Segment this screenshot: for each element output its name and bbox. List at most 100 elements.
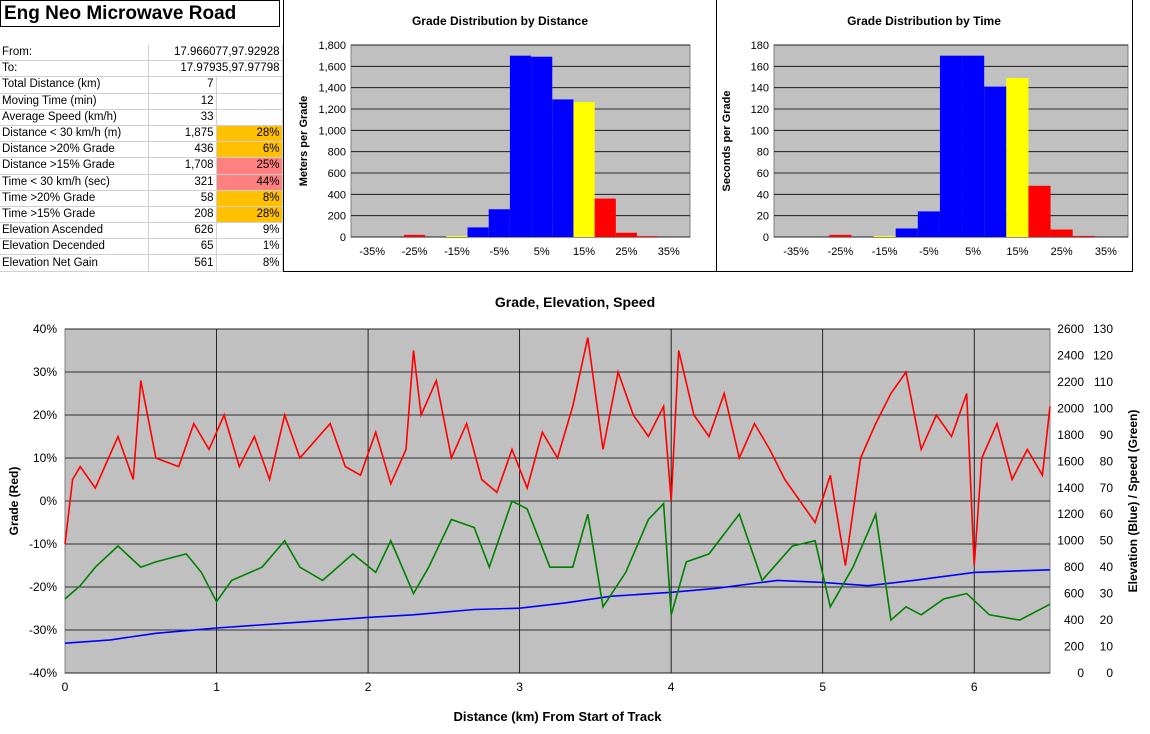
histogram-bar (531, 56, 553, 237)
stats-row: To: 17.97935,97.97798 (0, 60, 283, 78)
blue-series-line (64, 569, 1051, 644)
histogram-bar (1072, 235, 1095, 237)
y-tick-label: 0 (340, 232, 346, 244)
elevation-tick-label: 400 (1064, 613, 1084, 627)
x-tick-label: -25% (402, 246, 428, 258)
stat-value: 58 (148, 190, 217, 207)
separator-line (1132, 0, 1133, 272)
y-tick-label: 180 (751, 40, 769, 52)
histogram-bar (962, 55, 985, 237)
histogram-bar (488, 209, 510, 237)
histogram-bar (895, 228, 918, 237)
x-tick-label: -35% (783, 246, 809, 258)
x-tick-label: 4 (668, 680, 675, 694)
stat-label: From: (0, 45, 149, 62)
x-tick-label: 2 (365, 680, 372, 694)
y-axis-label: Grade (Red) (7, 467, 21, 536)
elevation-tick-label: 1800 (1057, 428, 1084, 442)
elevation-tick-label: 1200 (1057, 507, 1084, 521)
y-tick-label: 1,400 (318, 83, 346, 95)
chart-title: Grade Distribution by Time (847, 14, 1001, 28)
stat-percent: 9% (216, 222, 283, 240)
elevation-tick-label: 0 (1077, 666, 1084, 680)
stat-value: 561 (148, 254, 217, 272)
grade-elevation-speed-chart: Grade, Elevation, Speed -40% -30% -20% -10% 0… (7, 294, 1140, 724)
histogram-bar (573, 102, 595, 237)
stats-row: Time >20% Grade 58 8% (0, 190, 283, 207)
stat-percent: 6% (216, 141, 283, 159)
x-tick-label: 15% (573, 246, 595, 258)
histogram-bar (1028, 185, 1051, 237)
speed-tick-label: 80 (1100, 454, 1114, 468)
elevation-tick-label: 1400 (1057, 481, 1084, 495)
stats-row: Distance < 30 km/h (m) 1,875 28% (0, 124, 283, 143)
grade-tick-label: 40% (33, 322, 57, 336)
stat-value: 17.97935,97.97798 (148, 60, 283, 78)
histogram-bar (873, 235, 896, 237)
elevation-tick-label: 1000 (1057, 534, 1084, 548)
y-axis-label-right: Elevation (Blue) / Speed (Green) (1126, 410, 1140, 593)
stat-label: To: (0, 60, 149, 78)
stat-value: 1,708 (148, 157, 217, 175)
stat-percent: 28% (216, 206, 283, 224)
x-tick-label: 1 (213, 680, 220, 694)
x-tick-label: 6 (971, 680, 978, 694)
stats-row: Elevation Net Gain 561 8% (0, 254, 283, 272)
y-tick-label: 120 (751, 104, 769, 116)
grade-time-histogram: Grade Distribution by Time 0 20 40 60 80 100 12… (721, 14, 1129, 258)
grade-tick-label: 30% (33, 365, 57, 379)
stat-percent (216, 109, 283, 126)
x-tick-label: 35% (1095, 246, 1117, 258)
x-tick-label: 25% (615, 246, 637, 258)
y-tick-label: 40 (757, 189, 769, 201)
elevation-tick-label: 1600 (1057, 454, 1084, 468)
histogram-bar (829, 234, 852, 237)
x-tick-label: 5 (819, 680, 826, 694)
stat-label: Average Speed (km/h) (0, 109, 149, 126)
y-tick-label: 0 (763, 232, 769, 244)
y-tick-label: 800 (328, 147, 346, 159)
stat-value: 33 (148, 109, 217, 126)
y-tick-label: 400 (328, 189, 346, 201)
y-tick-label: 160 (751, 61, 769, 73)
elevation-tick-label: 2200 (1057, 375, 1084, 389)
grade-tick-label: -10% (29, 537, 57, 551)
speed-tick-label: 130 (1093, 322, 1113, 336)
x-tick-label: -35% (359, 246, 385, 258)
grade-distance-histogram: Grade Distribution by Distance 0 200 400 600… (298, 14, 691, 258)
elevation-tick-label: 600 (1064, 587, 1084, 601)
elevation-tick-label: 2000 (1057, 401, 1084, 415)
speed-tick-label: 0 (1106, 666, 1113, 680)
histogram-bar (939, 55, 963, 237)
stats-row: From: 17.966077,97.92928 (0, 45, 283, 62)
y-tick-label: 60 (757, 168, 769, 180)
stat-label: Distance < 30 km/h (m) (0, 124, 149, 143)
sheet-title: Eng Neo Microwave Road (0, 0, 280, 27)
speed-tick-label: 100 (1093, 401, 1113, 415)
stats-table: From: 17.966077,97.92928 To: 17.97935,97.97… (0, 45, 283, 272)
stat-value: 1,875 (148, 124, 217, 143)
x-axis-label: Distance (km) From Start of Track (453, 709, 662, 724)
x-tick-label: -25% (828, 246, 854, 258)
stat-percent: 8% (216, 190, 283, 207)
elevation-tick-label: 2600 (1057, 322, 1084, 336)
green-series-line (64, 499, 1051, 622)
speed-tick-label: 60 (1100, 507, 1114, 521)
y-tick-label: 80 (757, 147, 769, 159)
grade-tick-label: -20% (29, 580, 57, 594)
stat-label: Time < 30 km/h (sec) (0, 173, 149, 191)
y-tick-label: 140 (751, 83, 769, 95)
red-series-line (64, 337, 1051, 566)
stat-value: 12 (148, 93, 217, 110)
stats-row: Time < 30 km/h (sec) 321 44% (0, 173, 283, 191)
histogram-bar (509, 55, 532, 237)
stats-row: Distance >20% Grade 436 6% (0, 141, 283, 159)
separator-line (283, 271, 1133, 272)
stats-row: Distance >15% Grade 1,708 25% (0, 157, 283, 175)
stat-percent: 1% (216, 238, 283, 256)
stats-row: Time >15% Grade 208 28% (0, 206, 283, 224)
speed-tick-label: 50 (1100, 534, 1114, 548)
stat-label: Distance >15% Grade (0, 157, 149, 175)
grade-tick-label: 0% (40, 494, 58, 508)
grade-tick-label: 20% (33, 408, 57, 422)
